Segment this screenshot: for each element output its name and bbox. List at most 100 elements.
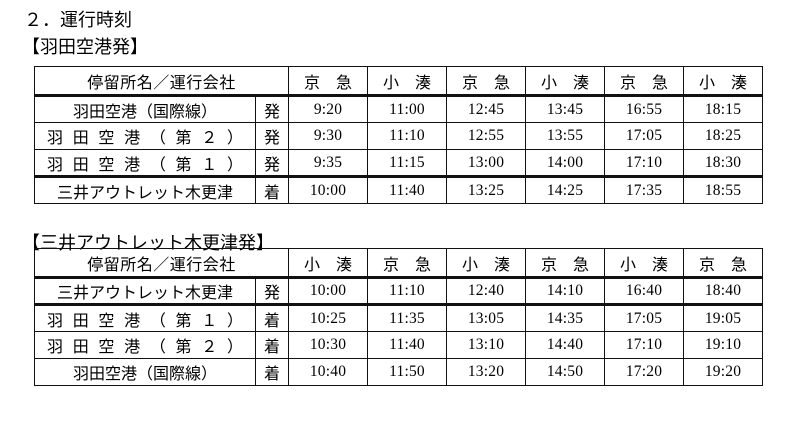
table-row: 羽田空港（第２） 着 10:30 11:40 13:10 14:40 17:10 19:10 <box>34 331 764 359</box>
stop-name-cell: 羽田空港（第１） <box>34 149 256 177</box>
table-row: 羽田空港（第１） 発 9:35 11:15 13:00 14:00 17:10 18:30 <box>34 149 764 177</box>
column-header-company-3: 京 急 <box>446 66 527 97</box>
stop-name-label: 羽田空港（第２） <box>47 130 243 147</box>
time-cell: 11:10 <box>367 122 448 150</box>
table-row: 羽田空港（国際線） 発 9:20 11:00 12:45 13:45 16:55 18:15 <box>34 95 764 123</box>
column-header-company-2: 小 湊 <box>367 66 448 97</box>
stop-name-label: 羽田空港（第１） <box>47 156 243 174</box>
time-cell: 18:40 <box>683 277 764 305</box>
time-cell: 17:35 <box>604 175 685 204</box>
time-cell: 16:55 <box>604 95 685 123</box>
page-title: ２．運行時刻 <box>24 10 132 30</box>
time-cell: 13:05 <box>446 303 527 332</box>
timetable-body: 三井アウトレット木更津 発 10:00 11:10 12:40 14:10 16:40 18:… <box>34 277 764 386</box>
table-header-row: 停留所名／運行会社 京 急 小 湊 京 急 小 湊 京 急 小 湊 <box>33 66 764 97</box>
column-header-company-1: 小 湊 <box>288 248 369 279</box>
time-cell: 13:55 <box>525 122 606 150</box>
column-header-company-1: 京 急 <box>288 66 369 97</box>
time-cell: 10:00 <box>288 175 369 204</box>
time-cell: 16:40 <box>604 277 685 305</box>
stop-name-label: 羽田空港（国際線） <box>72 366 217 383</box>
time-cell: 18:15 <box>683 95 764 123</box>
time-cell: 17:05 <box>604 303 685 332</box>
time-cell: 11:40 <box>367 331 448 359</box>
stop-name-cell: 羽田空港（第２） <box>34 331 256 359</box>
arrival-departure-mark: 着 <box>254 331 290 359</box>
time-cell: 14:40 <box>525 331 606 359</box>
time-cell: 14:25 <box>525 175 606 204</box>
time-cell: 11:35 <box>367 303 448 332</box>
arrival-departure-mark: 着 <box>254 358 290 386</box>
arrival-departure-mark: 発 <box>254 122 290 150</box>
arrival-departure-mark: 発 <box>254 149 290 177</box>
stop-name-label: 羽田空港（第１） <box>47 312 243 330</box>
stop-name-cell: 羽田空港（国際線） <box>34 358 256 386</box>
time-cell: 12:45 <box>446 95 527 123</box>
time-cell: 9:35 <box>288 149 369 177</box>
time-cell: 13:10 <box>446 331 527 359</box>
column-header-company-3: 小 湊 <box>446 248 527 279</box>
time-cell: 19:05 <box>683 303 764 332</box>
time-cell: 11:50 <box>367 358 448 386</box>
timetable-body: 羽田空港（国際線）発 9:20 11:00 12:45 13:45 16:55 18:15 羽… <box>34 95 764 204</box>
column-header-company-4: 小 湊 <box>525 66 606 97</box>
time-cell: 19:10 <box>683 331 764 359</box>
time-cell: 11:00 <box>367 95 448 123</box>
stop-name-cell: 羽田空港（第１） <box>34 303 256 332</box>
time-cell: 10:00 <box>288 277 369 305</box>
table-row: 羽田空港（国際線） 着 10:40 11:50 13:20 14:50 17:20 19:20 <box>34 358 764 386</box>
table-row: 羽田空港（第２） 発 9:30 11:10 12:55 13:55 17:05 18:25 <box>34 122 764 150</box>
time-cell: 11:10 <box>367 277 448 305</box>
stop-name-label: 羽田空港（第２） <box>47 339 243 356</box>
table-row: 三井アウトレット木更津 着 10:00 11:40 13:25 14:25 17:35 18:… <box>34 175 764 204</box>
timetable-mitsui-outlet-departure: 停留所名／運行会社 小 湊 京 急 小 湊 京 急 小 湊 京 急 三井アウトレ… <box>33 248 764 386</box>
time-cell: 13:25 <box>446 175 527 204</box>
time-cell: 18:55 <box>683 175 764 204</box>
time-cell: 14:35 <box>525 303 606 332</box>
time-cell: 14:50 <box>525 358 606 386</box>
time-cell: 11:40 <box>367 175 448 204</box>
time-cell: 12:55 <box>446 122 527 150</box>
time-cell: 12:40 <box>446 277 527 305</box>
column-header-company-5: 京 急 <box>604 66 685 97</box>
time-cell: 13:00 <box>446 149 527 177</box>
stop-name-cell: 三井アウトレット木更津 <box>34 175 256 204</box>
time-cell: 17:20 <box>604 358 685 386</box>
time-cell: 10:40 <box>288 358 369 386</box>
time-cell: 11:15 <box>367 149 448 177</box>
time-cell: 10:25 <box>288 303 369 332</box>
time-cell: 17:10 <box>604 149 685 177</box>
stop-name-label: 三井アウトレット木更津 <box>56 184 233 202</box>
table-row: 三井アウトレット木更津 発 10:00 11:10 12:40 14:10 16:40 18:… <box>34 277 764 305</box>
table-header-row: 停留所名／運行会社 小 湊 京 急 小 湊 京 急 小 湊 京 急 <box>33 248 764 279</box>
time-cell: 10:30 <box>288 331 369 359</box>
column-header-stop-name: 停留所名／運行会社 <box>33 66 290 97</box>
arrival-departure-mark: 着 <box>254 303 290 332</box>
time-cell: 19:20 <box>683 358 764 386</box>
stop-name-cell: 三井アウトレット木更津 <box>34 277 256 305</box>
time-cell: 18:30 <box>683 149 764 177</box>
section-heading-haneda-departure: 【羽田空港発】 <box>22 37 148 57</box>
arrival-departure-mark: 発 <box>254 277 290 305</box>
time-cell: 9:20 <box>288 95 369 123</box>
time-cell: 17:10 <box>604 331 685 359</box>
time-cell: 9:30 <box>288 122 369 150</box>
column-header-company-2: 京 急 <box>367 248 448 279</box>
arrival-departure-mark: 着 <box>254 175 290 204</box>
time-cell: 14:10 <box>525 277 606 305</box>
stop-name-label: 三井アウトレット木更津 <box>56 285 233 302</box>
table-row: 羽田空港（第１） 着 10:25 11:35 13:05 14:35 17:05 19:05 <box>34 303 764 332</box>
column-header-company-4: 京 急 <box>525 248 606 279</box>
time-cell: 17:05 <box>604 122 685 150</box>
stop-name-cell: 羽田空港（第２） <box>34 122 256 150</box>
column-header-company-5: 小 湊 <box>604 248 685 279</box>
stop-name-cell: 羽田空港（国際線） <box>34 95 256 123</box>
time-cell: 13:20 <box>446 358 527 386</box>
time-cell: 14:00 <box>525 149 606 177</box>
column-header-company-6: 小 湊 <box>683 66 764 97</box>
time-cell: 13:45 <box>525 95 606 123</box>
stop-name-label: 羽田空港（国際線） <box>72 103 217 121</box>
column-header-company-6: 京 急 <box>683 248 764 279</box>
time-cell: 18:25 <box>683 122 764 150</box>
